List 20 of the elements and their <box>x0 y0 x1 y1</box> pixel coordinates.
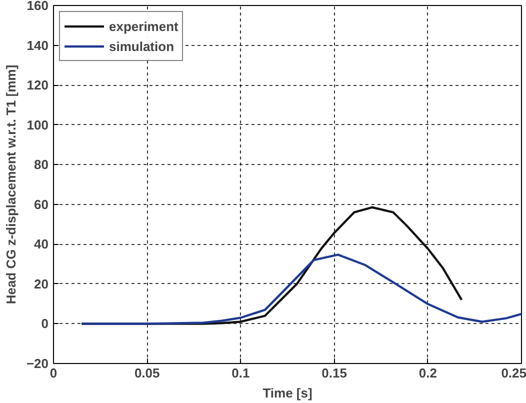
y-tick-label: 40 <box>34 236 49 252</box>
x-tick-label: 0.2 <box>418 366 437 380</box>
x-tick-label: 0.15 <box>322 366 347 380</box>
y-tick-label: 80 <box>34 157 49 172</box>
y-tick-label: 160 <box>26 0 49 13</box>
y-tick-label: 120 <box>26 78 49 93</box>
y-tick-label: 100 <box>26 117 49 132</box>
legend-label: experiment <box>109 18 178 34</box>
x-tick-label: 0.05 <box>134 366 160 380</box>
y-tick-label: 140 <box>26 38 49 53</box>
y-tick-label: −20 <box>26 356 49 371</box>
y-tick-label: 60 <box>34 196 49 212</box>
y-axis-title: Head CG z-displacement w.r.t. T1 [mm] <box>3 64 18 304</box>
y-tick-label: 20 <box>34 276 49 292</box>
legend-label: simulation <box>109 38 174 54</box>
x-axis-title: Time [s] <box>262 386 312 400</box>
y-tick-label: 0 <box>41 316 49 332</box>
line-series <box>80 254 522 325</box>
x-tick-label: 0.1 <box>232 366 250 380</box>
x-tick-label: 0.25 <box>501 366 526 380</box>
